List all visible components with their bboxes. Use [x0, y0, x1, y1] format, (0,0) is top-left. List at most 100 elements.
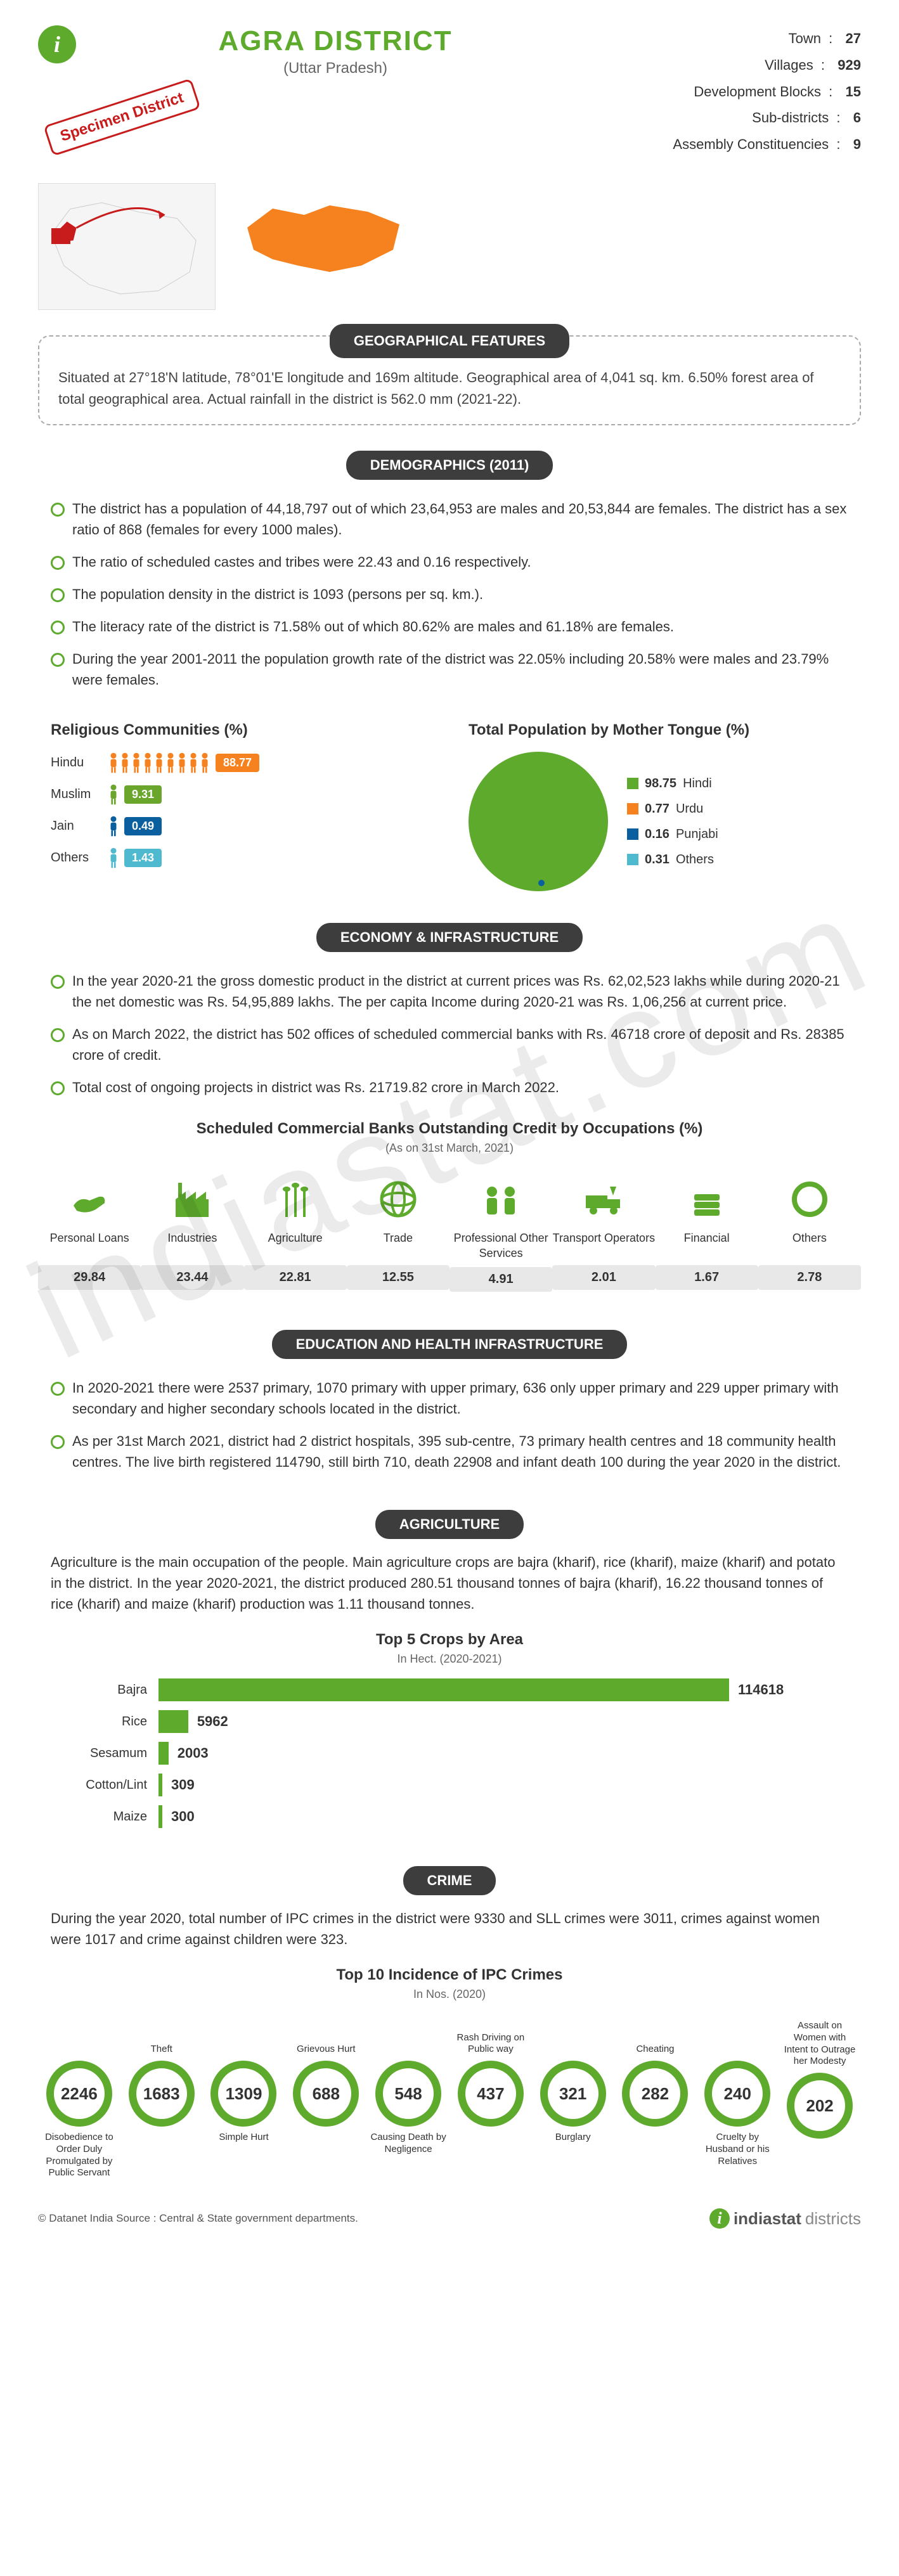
crime-label: Rash Driving on Public way	[453, 2020, 529, 2056]
credit-label: Professional Other Services	[450, 1231, 552, 1261]
credit-item: Transport Operators 2.01	[552, 1174, 655, 1292]
crime-label: Burglary	[555, 2132, 591, 2144]
crime-value: 2246	[46, 2061, 112, 2127]
crop-row: Maize300	[76, 1805, 823, 1828]
crime-item: Theft1683x	[120, 2020, 203, 2144]
crime-sub: In Nos. (2020)	[0, 1988, 899, 2001]
legend-item: 0.31 Others	[627, 847, 718, 872]
crime-value: 282	[622, 2061, 688, 2127]
bullet-item: As per 31st March 2021, district had 2 d…	[51, 1425, 848, 1478]
wheat-icon	[270, 1174, 321, 1225]
credit-item: Personal Loans29.84	[38, 1174, 141, 1292]
credit-sub: (As on 31st March, 2021)	[0, 1142, 899, 1155]
crop-chart: Bajra 114618 Rice5962 Sesamum2003 Cotton/Lin…	[76, 1678, 823, 1828]
credit-label: Trade	[347, 1231, 450, 1259]
credit-item: Professional Other Services 4.91	[450, 1174, 552, 1292]
crop-row: Cotton/Lint309	[76, 1774, 823, 1796]
religion-pct: 9.31	[124, 785, 162, 804]
header: i AGRA DISTRICT (Uttar Pradesh) Town : 2…	[0, 0, 899, 177]
religion-icons: 9.31	[108, 783, 162, 805]
religion-row: Jain0.49	[51, 815, 430, 837]
circle-icon	[784, 1174, 835, 1225]
bullet-item: During the year 2001-2011 the population…	[51, 643, 848, 696]
header-stat: Assembly Constituencies : 9	[595, 131, 861, 158]
crop-bar	[158, 1678, 729, 1701]
crop-value: 300	[171, 1808, 195, 1825]
crime-item: x548Causing Death by Negligence	[367, 2020, 450, 2156]
district-title: AGRA DISTRICT	[101, 25, 569, 57]
religion-pct: 1.43	[124, 849, 162, 867]
crime-item: x321Burglary	[532, 2020, 614, 2144]
crime-label: Cheating	[636, 2020, 674, 2056]
info-icon: i	[38, 25, 76, 63]
credit-value: 2.78	[758, 1265, 861, 1290]
crop-value: 309	[171, 1777, 195, 1793]
tongue-title: Total Population by Mother Tongue (%)	[469, 721, 848, 739]
religion-pct: 88.77	[216, 754, 259, 772]
crime-value: 688	[293, 2061, 359, 2127]
money-icon	[682, 1174, 732, 1225]
agri-banner: AGRICULTURE	[375, 1510, 524, 1539]
religion-row: Hindu 88.77	[51, 752, 430, 773]
bullet-item: As on March 2022, the district has 502 o…	[51, 1018, 848, 1071]
crop-bar	[158, 1805, 162, 1828]
religion-chart: Religious Communities (%) Hindu 88.77 Musl…	[51, 721, 430, 891]
agri-para: Agriculture is the main occupation of th…	[51, 1552, 848, 1614]
footer: © Datanet India Source : Central & State…	[0, 2192, 899, 2254]
footer-logo: i indiastatdistricts	[709, 2208, 861, 2229]
legend-item: 98.75 Hindi	[627, 771, 718, 796]
crime-label: Simple Hurt	[219, 2132, 268, 2144]
religion-label: Muslim	[51, 787, 108, 802]
crop-row: Rice5962	[76, 1710, 823, 1733]
crime-label: Assault on Women with Intent to Outrage …	[782, 2020, 858, 2068]
credit-label: Others	[758, 1231, 861, 1259]
religion-icons: 0.49	[108, 815, 162, 837]
geo-banner: GEOGRAPHICAL FEATURES	[330, 324, 569, 358]
religion-label: Hindu	[51, 756, 108, 770]
crime-row: x2246Disobedience to Order Duly Promulga…	[0, 2001, 899, 2192]
crime-para: During the year 2020, total number of IP…	[51, 1908, 848, 1950]
crime-item: Cheating282x	[614, 2020, 697, 2144]
credit-item: Industries23.44	[141, 1174, 243, 1292]
tongue-chart: Total Population by Mother Tongue (%) 98…	[469, 721, 848, 891]
crime-title: Top 10 Incidence of IPC Crimes	[0, 1966, 899, 1984]
crime-item: Rash Driving on Public way437x	[450, 2020, 532, 2144]
econ-bullets: In the year 2020-21 the gross domestic p…	[51, 965, 848, 1104]
legend-item: 0.77 Urdu	[627, 796, 718, 821]
crime-label: Disobedience to Order Duly Promulgated b…	[41, 2132, 117, 2179]
tongue-pie	[469, 752, 608, 891]
footer-brand2: districts	[805, 2209, 861, 2229]
legend-swatch	[627, 828, 638, 840]
crime-item: Grievous Hurt688x	[285, 2020, 367, 2144]
bullet-item: In 2020-2021 there were 2537 primary, 10…	[51, 1372, 848, 1425]
religion-label: Others	[51, 851, 108, 865]
tongue-legend: 98.75 Hindi0.77 Urdu0.16 Punjabi0.31 Oth…	[627, 771, 718, 872]
religion-row: Others 1.43	[51, 847, 430, 868]
legend-swatch	[627, 803, 638, 815]
credit-label: Transport Operators	[552, 1231, 655, 1259]
header-stat: Sub-districts : 6	[595, 105, 861, 131]
people-icon	[475, 1174, 526, 1225]
copyright: © Datanet India Source : Central & State…	[38, 2212, 358, 2225]
credit-value: 4.91	[450, 1267, 552, 1292]
religion-title: Religious Communities (%)	[51, 721, 430, 739]
credit-value: 2.01	[552, 1265, 655, 1290]
crop-value: 5962	[197, 1713, 228, 1730]
crime-banner: CRIME	[403, 1866, 496, 1895]
crop-value: 2003	[178, 1745, 209, 1761]
crop-row: Sesamum2003	[76, 1742, 823, 1765]
bullet-item: The population density in the district i…	[51, 578, 848, 610]
crime-item: x240Cruelty by Husband or his Relatives	[696, 2020, 779, 2167]
credit-value: 22.81	[244, 1265, 347, 1290]
religion-label: Jain	[51, 819, 108, 834]
bullet-item: The literacy rate of the district is 71.…	[51, 610, 848, 643]
credit-label: Agriculture	[244, 1231, 347, 1259]
bullet-item: The ratio of scheduled castes and tribes…	[51, 546, 848, 578]
edu-bullets: In 2020-2021 there were 2537 primary, 10…	[51, 1372, 848, 1478]
factory-icon	[167, 1174, 217, 1225]
header-stats: Town : 27Villages : 929Development Block…	[595, 25, 861, 158]
religion-icons: 88.77	[108, 752, 259, 773]
crop-value: 114618	[738, 1682, 784, 1698]
crop-label: Bajra	[76, 1683, 158, 1697]
credit-value: 1.67	[656, 1265, 758, 1290]
